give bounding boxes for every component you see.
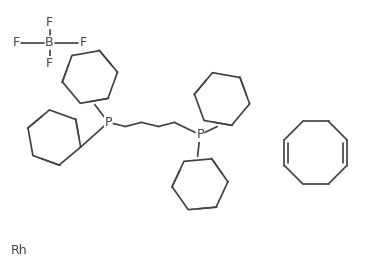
Text: P: P [105, 116, 112, 129]
Text: Rh: Rh [11, 244, 28, 257]
Text: F: F [46, 57, 53, 70]
Text: F: F [80, 36, 87, 49]
Text: F: F [12, 36, 19, 49]
Text: B: B [45, 36, 54, 49]
Text: F: F [46, 15, 53, 29]
Text: P: P [196, 128, 204, 141]
